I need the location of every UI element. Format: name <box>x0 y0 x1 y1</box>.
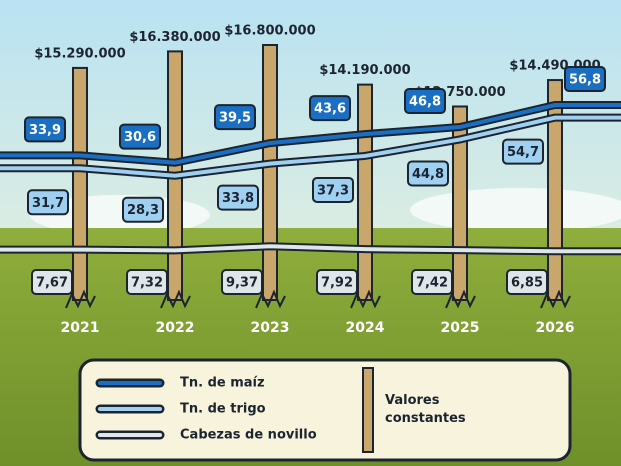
x-tick-label: 2026 <box>536 320 575 336</box>
post <box>72 66 88 301</box>
value-label: 28,3 <box>127 203 159 218</box>
value-label: 7,32 <box>131 276 163 291</box>
grass-tuft <box>540 289 571 309</box>
value-label: 56,8 <box>569 73 601 88</box>
value-label: 7,42 <box>416 276 448 291</box>
legend-label: Tn. de maíz <box>180 376 265 391</box>
value-label: 44,8 <box>412 167 444 182</box>
value-label-box <box>217 184 259 211</box>
value-label: 33,8 <box>222 191 254 206</box>
x-tick-label: 2024 <box>346 320 385 336</box>
series-line <box>0 115 621 178</box>
x-tick-label: 2021 <box>61 320 100 336</box>
series-line <box>0 103 621 165</box>
legend-label: Tn. de trigo <box>180 402 266 417</box>
value-label: 9,37 <box>226 276 258 291</box>
series-line <box>0 244 621 254</box>
post-label: $14.190.000 <box>319 63 410 78</box>
value-label: 30,6 <box>124 130 156 145</box>
value-label-box <box>119 123 161 150</box>
value-label-box <box>564 66 606 93</box>
post-label: $16.380.000 <box>129 30 220 45</box>
grass-tuft <box>350 289 381 309</box>
value-label: 33,9 <box>29 123 61 138</box>
post <box>357 83 373 301</box>
value-label: 6,85 <box>511 276 543 291</box>
value-label-box <box>221 269 263 295</box>
value-label: 37,3 <box>317 183 349 198</box>
legend-box <box>78 358 572 462</box>
x-tick-label: 2022 <box>156 320 195 336</box>
value-label-box <box>502 138 544 165</box>
value-label: 43,6 <box>314 102 346 117</box>
legend-label: Valores constantes <box>385 393 466 426</box>
value-label-box <box>27 189 69 216</box>
grass-tuft <box>65 289 96 309</box>
legend-post <box>362 367 374 453</box>
value-label-box <box>407 160 449 187</box>
value-label: 7,67 <box>36 276 68 291</box>
value-label-box <box>411 269 453 295</box>
value-label-box <box>24 116 66 143</box>
legend-label: Cabezas de novillo <box>180 428 317 443</box>
value-label-box <box>214 104 256 131</box>
value-label-box <box>404 88 446 115</box>
grass-tuft <box>160 289 191 309</box>
value-label-box <box>126 269 168 295</box>
value-label: 46,8 <box>409 95 441 110</box>
post-label: $15.290.000 <box>34 46 125 61</box>
value-label-box <box>506 269 548 295</box>
post <box>547 79 563 301</box>
value-label-box <box>122 196 164 223</box>
cloud <box>410 188 621 232</box>
value-label: 39,5 <box>219 111 251 126</box>
grass-tuft <box>445 289 476 309</box>
value-label-box <box>312 176 354 203</box>
grass-tuft <box>255 289 286 309</box>
value-label: 54,7 <box>507 145 539 160</box>
x-tick-label: 2025 <box>441 320 480 336</box>
value-label-box <box>31 269 73 295</box>
value-label-box <box>309 95 351 122</box>
post-label: $16.800.000 <box>224 24 315 39</box>
value-label-box <box>316 269 358 295</box>
x-tick-label: 2023 <box>251 320 290 336</box>
post <box>262 44 278 301</box>
value-label: 31,7 <box>32 196 64 211</box>
legend: Tn. de maíz Tn. de trigo Cabezas de novill… <box>78 358 572 462</box>
value-label: 7,92 <box>321 276 353 291</box>
